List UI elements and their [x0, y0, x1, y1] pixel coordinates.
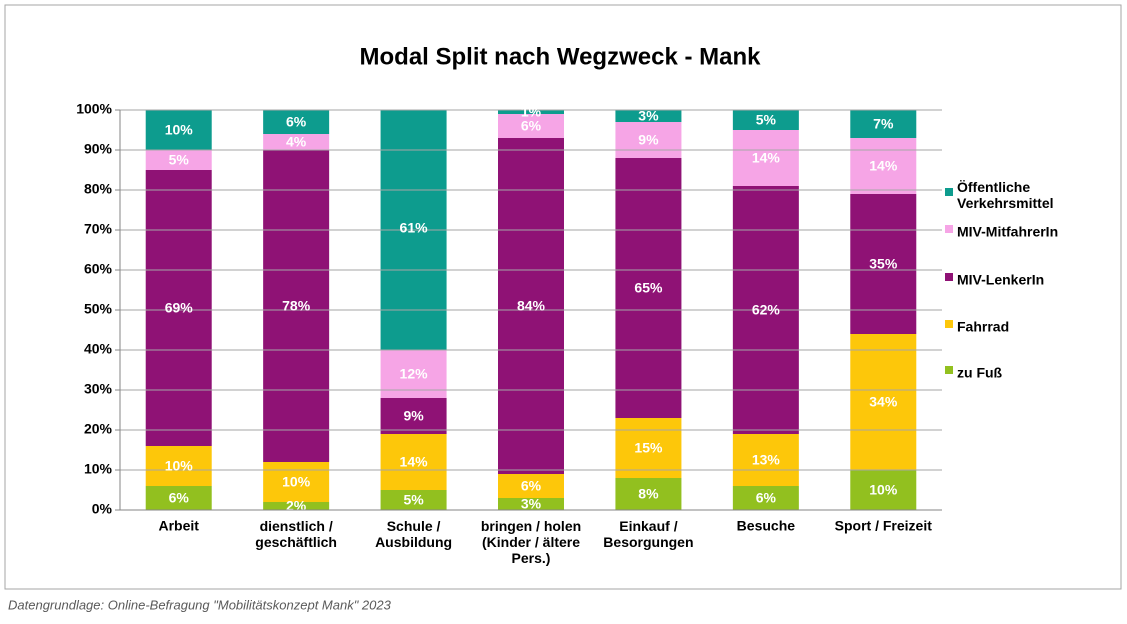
- value-label: 10%: [165, 458, 194, 474]
- legend-swatch: [945, 320, 953, 328]
- bar-segment: [498, 114, 564, 138]
- x-tick-label: Sport / Freizeit: [835, 518, 933, 534]
- bar-segment: [850, 470, 917, 510]
- bar-segment: [263, 462, 330, 502]
- bar-segment: [615, 418, 682, 478]
- value-label: 6%: [756, 490, 777, 506]
- y-tick-label: 60%: [84, 261, 113, 277]
- bar-segment: [380, 398, 447, 434]
- bar-segment: [263, 150, 330, 462]
- bar-segment: [615, 110, 682, 122]
- value-label: 8%: [638, 486, 659, 502]
- x-tick-label: dienstlich / geschäftlich: [255, 518, 337, 550]
- legend-swatch: [945, 366, 953, 374]
- bar-segment: [263, 110, 330, 134]
- value-label: 6%: [286, 114, 307, 130]
- y-tick-label: 10%: [84, 461, 113, 477]
- value-label: 5%: [403, 492, 424, 508]
- chart-title: Modal Split nach Wegzweck - Mank: [360, 43, 762, 70]
- bar-segment: [145, 446, 212, 486]
- y-tick-label: 50%: [84, 301, 113, 317]
- bar-segment: [732, 110, 799, 130]
- bar-segment: [732, 486, 799, 510]
- value-label: 10%: [282, 474, 311, 490]
- y-tick-label: 40%: [84, 341, 113, 357]
- legend-swatch: [945, 188, 953, 196]
- value-label: 9%: [638, 132, 659, 148]
- value-label: 10%: [165, 122, 194, 138]
- bar-segment: [615, 478, 682, 510]
- bar-segment: [850, 334, 917, 470]
- value-label: 34%: [869, 394, 898, 410]
- x-tick-label: Schule / Ausbildung: [375, 518, 452, 550]
- value-label: 35%: [869, 256, 898, 272]
- value-label: 14%: [869, 158, 898, 174]
- bar-segment: [498, 498, 564, 510]
- y-tick-label: 100%: [76, 101, 112, 117]
- bar-segment: [145, 486, 212, 510]
- bar-segment: [380, 490, 447, 510]
- bar-segment: [615, 122, 682, 158]
- y-tick-label: 30%: [84, 381, 113, 397]
- bar-segment: [732, 434, 799, 486]
- value-label: 2%: [286, 498, 307, 514]
- bar-segment: [263, 502, 330, 510]
- value-label: 5%: [169, 152, 190, 168]
- bar-segment: [145, 170, 212, 446]
- value-label: 5%: [756, 112, 777, 128]
- bar-segment: [850, 110, 917, 138]
- value-label: 9%: [403, 408, 424, 424]
- legend-label: zu Fuß: [957, 365, 1003, 381]
- value-label: 6%: [521, 478, 542, 494]
- value-label: 1%: [521, 104, 542, 120]
- y-tick-label: 20%: [84, 421, 113, 437]
- value-label: 13%: [752, 452, 781, 468]
- value-label: 14%: [400, 454, 429, 470]
- bar-segment: [498, 110, 564, 114]
- bar-segment: [850, 138, 917, 194]
- value-label: 78%: [282, 298, 311, 314]
- value-label: 61%: [400, 220, 429, 236]
- value-label: 6%: [521, 118, 542, 134]
- bar-segment: [615, 158, 682, 418]
- value-label: 15%: [634, 440, 663, 456]
- bar-segment: [498, 474, 564, 498]
- value-label: 3%: [521, 496, 542, 512]
- legend-label: MIV-LenkerIn: [957, 272, 1044, 288]
- x-tick-label: Einkauf / Besorgungen: [603, 518, 693, 550]
- value-label: 84%: [517, 298, 546, 314]
- bar-segment: [145, 150, 212, 170]
- legend-label: MIV-MitfahrerIn: [957, 224, 1058, 240]
- bar-segment: [498, 138, 564, 474]
- footnote: Datengrundlage: Online-Befragung "Mobili…: [8, 597, 392, 612]
- value-label: 62%: [752, 302, 781, 318]
- legend-swatch: [945, 273, 953, 281]
- value-label: 10%: [869, 482, 898, 498]
- y-tick-label: 90%: [84, 141, 113, 157]
- value-label: 7%: [873, 116, 894, 132]
- value-label: 6%: [169, 490, 190, 506]
- bar-segment: [732, 130, 799, 186]
- value-label: 12%: [400, 366, 429, 382]
- y-tick-label: 0%: [92, 501, 113, 517]
- legend-swatch: [945, 225, 953, 233]
- bar-segment: [380, 434, 447, 490]
- y-tick-label: 70%: [84, 221, 113, 237]
- bar-segment: [145, 110, 212, 150]
- value-label: 65%: [634, 280, 663, 296]
- value-label: 4%: [286, 134, 307, 150]
- value-label: 14%: [752, 150, 781, 166]
- bar-segment: [850, 194, 917, 334]
- value-label: 3%: [638, 108, 659, 124]
- x-tick-label: bringen / holen (Kinder / ältere Pers.): [481, 518, 581, 566]
- bar-segment: [263, 134, 330, 150]
- legend-label: Fahrrad: [957, 319, 1009, 335]
- legend-label: Öffentliche Verkehrsmittel: [957, 179, 1054, 211]
- y-tick-label: 80%: [84, 181, 113, 197]
- x-tick-label: Arbeit: [158, 518, 199, 534]
- value-label: 69%: [165, 300, 194, 316]
- x-tick-label: Besuche: [737, 518, 796, 534]
